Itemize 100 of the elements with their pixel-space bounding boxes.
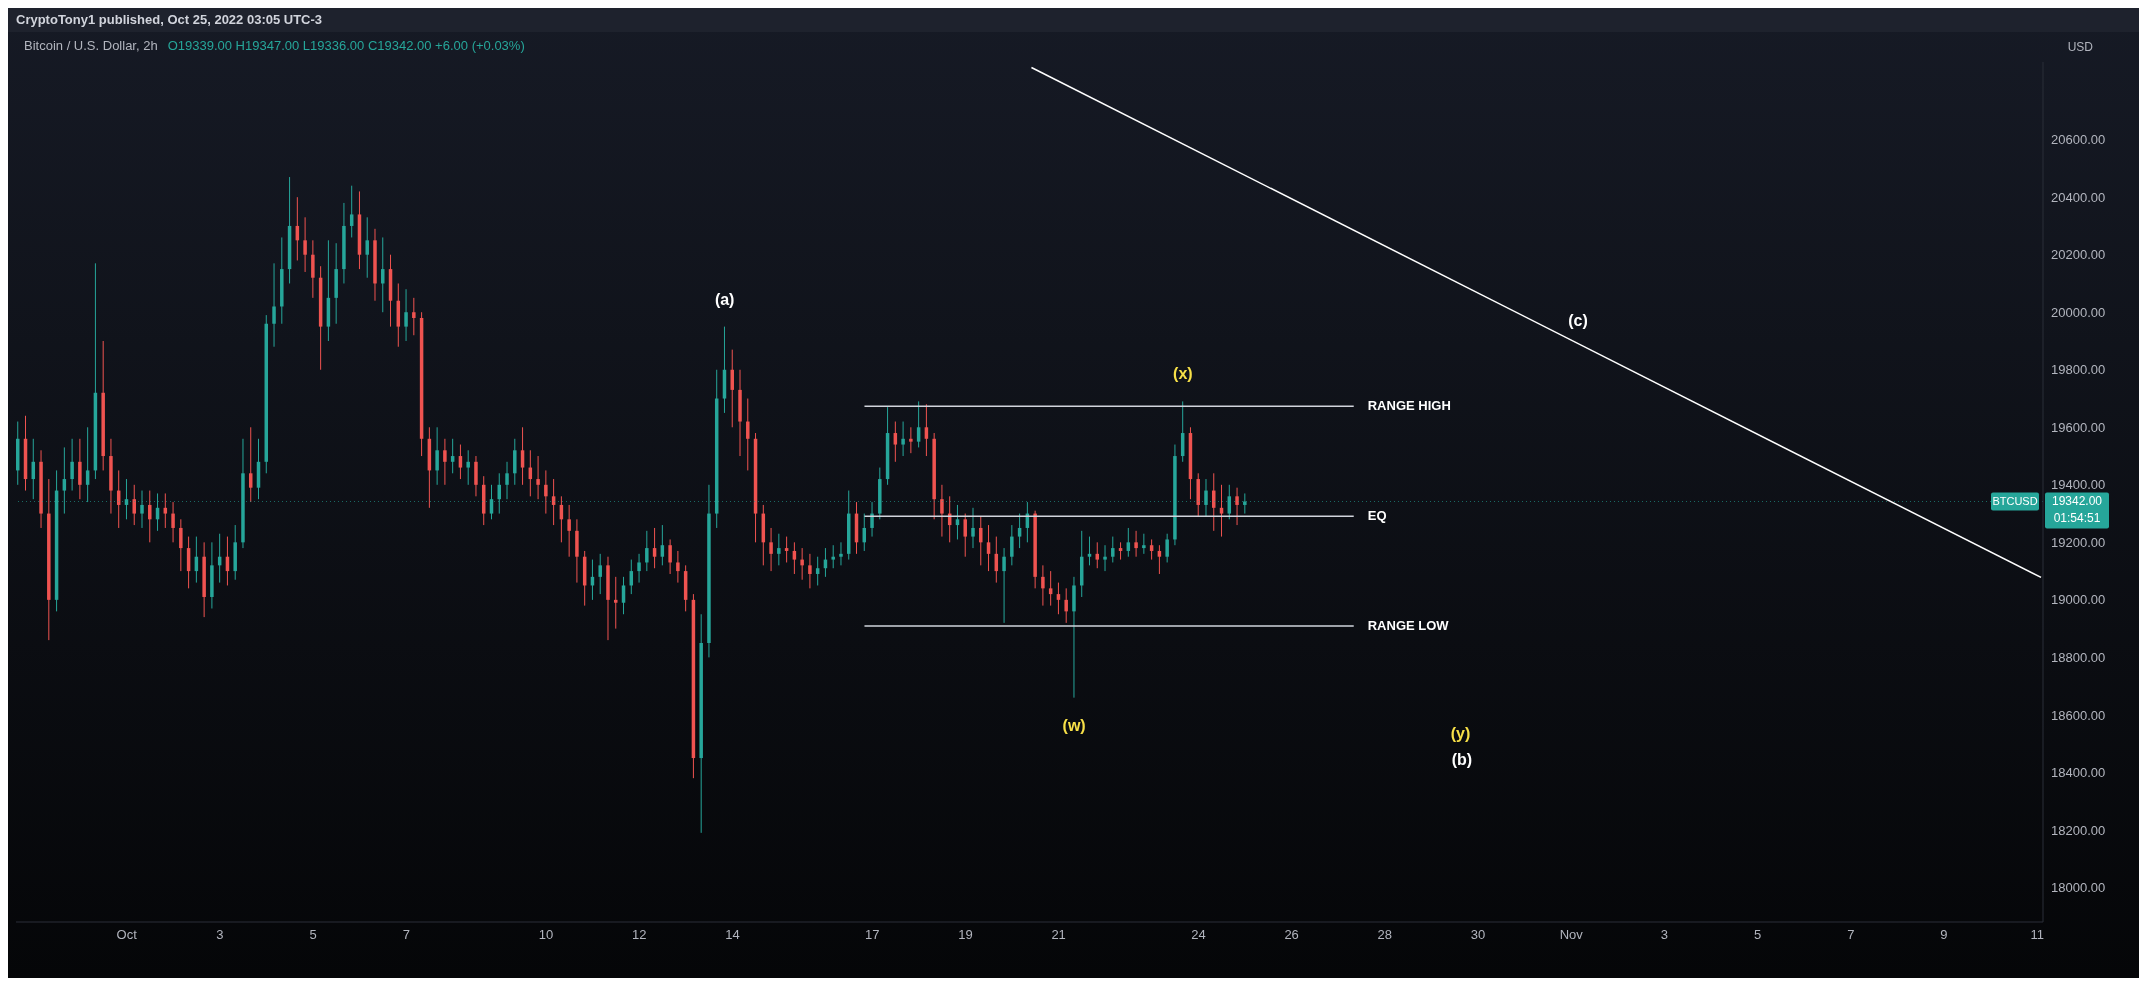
candlestick [85, 426, 90, 503]
candlestick [458, 444, 463, 480]
y-tick-label: 20000.00 [2051, 304, 2106, 320]
candlestick [979, 515, 983, 566]
annotation: (w) [1062, 717, 1086, 735]
annotation: (a) [714, 290, 735, 308]
text: CryptoTony1 published, Oct 25, 2022 03:05 UTC-3 [8, 8, 2139, 32]
x-tick-label: 5 [309, 927, 317, 943]
x-tick-label: 10 [538, 927, 554, 943]
candlestick [1056, 582, 1061, 615]
candlestick [1149, 538, 1154, 561]
candlestick [621, 576, 626, 615]
candlestick [365, 216, 369, 279]
x-tick-label: 17 [865, 927, 880, 943]
text: 01:54:51 [2053, 511, 2101, 526]
candlestick [916, 400, 921, 448]
candlestick [784, 536, 789, 563]
candlestick [676, 550, 680, 584]
candlestick [637, 553, 641, 584]
candlestick [901, 421, 905, 457]
x-tick-label: 19 [958, 927, 973, 943]
candlestick [349, 185, 354, 238]
candlestick [1111, 536, 1115, 563]
y-axis-title: USD [2067, 40, 2093, 54]
candlestick [311, 239, 315, 299]
candlestick [505, 461, 509, 500]
candlestick [179, 518, 183, 572]
candlestick [520, 426, 525, 486]
candlestick [815, 556, 820, 586]
candlestick [140, 490, 144, 529]
candlestick [955, 504, 960, 540]
candlestick [1134, 530, 1138, 558]
x-tick-label: 7 [402, 927, 410, 943]
x-tick-label: 14 [725, 927, 740, 943]
candlestick [381, 236, 385, 313]
x-tick-label: 12 [632, 927, 647, 943]
y-tick-label: 19200.00 [2051, 534, 2106, 550]
candlestick [1219, 484, 1224, 538]
candlestick [660, 524, 665, 566]
candlestick [132, 484, 136, 526]
y-tick-label: 20400.00 [2051, 189, 2106, 205]
candlestick [1041, 564, 1045, 607]
annotation: (b) [1451, 751, 1473, 770]
candlestick [652, 527, 657, 569]
candlestick [777, 533, 781, 566]
candlestick [808, 553, 812, 589]
candlestick [412, 297, 416, 336]
x-tick-label: 28 [1377, 927, 1393, 943]
y-tick-label: 19600.00 [2051, 419, 2106, 435]
annotation: (c) [1568, 312, 1588, 331]
x-tick-label: 26 [1284, 927, 1299, 943]
candlestick [1103, 544, 1107, 572]
candlestick [474, 455, 478, 497]
candlestick [1048, 570, 1053, 607]
x-tick-label: 11 [2030, 927, 2044, 943]
candlestick [645, 530, 649, 572]
x-tick-label: Nov [1559, 927, 1584, 943]
x-tick-label: 9 [1940, 927, 1948, 943]
candlestick [730, 349, 734, 428]
candlestick [404, 288, 408, 342]
candlestick [78, 438, 82, 500]
candlestick [1142, 533, 1146, 555]
y-tick-label: 20200.00 [2051, 247, 2106, 263]
x-tick-label: 3 [216, 927, 224, 943]
candlestick [450, 438, 455, 474]
candlestick [536, 455, 540, 500]
x-tick-label: 21 [1051, 927, 1066, 943]
candlestick [1243, 492, 1247, 515]
candlestick [668, 538, 672, 575]
candlestick [62, 446, 67, 515]
candlestick [924, 403, 929, 457]
candlestick [466, 449, 470, 486]
y-tick-label: 18400.00 [2051, 765, 2106, 781]
candlestick [148, 490, 152, 543]
candlestick [1002, 547, 1006, 624]
x-tick-label: 7 [1847, 927, 1855, 943]
y-tick-label: 18800.00 [2051, 650, 2106, 665]
candlestick [1087, 536, 1092, 566]
x-tick-label: Oct [116, 927, 138, 943]
candlestick [1126, 527, 1131, 558]
candlestick [769, 527, 773, 572]
candlestick [567, 504, 571, 558]
x-tick-label: 5 [1753, 927, 1762, 943]
candlestick [1235, 487, 1239, 526]
candlestick [1017, 513, 1022, 549]
candlestick [70, 438, 74, 492]
candlestick [1095, 541, 1099, 569]
candlestick [1227, 484, 1232, 520]
annotation: (y) [1450, 724, 1471, 743]
candlestick [163, 492, 168, 529]
candlestick [792, 541, 797, 575]
candlestick [1204, 478, 1208, 517]
series-label: EQ [1367, 508, 1387, 524]
candlestick [1157, 544, 1162, 575]
candlestick [513, 438, 517, 486]
candlestick [1212, 472, 1216, 532]
ref-line-label: BTCUSD [1992, 495, 2038, 508]
y-tick-label: 20600.00 [2051, 132, 2106, 148]
candlestick [909, 426, 913, 454]
candlestick [272, 262, 276, 348]
